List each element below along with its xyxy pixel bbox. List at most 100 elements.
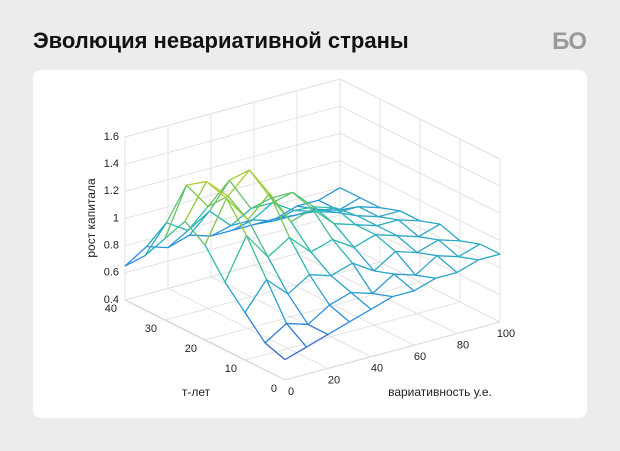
mesh-edge (399, 210, 421, 222)
mesh-edge (313, 206, 336, 209)
mesh-edge (267, 237, 290, 258)
z-tick-label: 0.6 (104, 267, 119, 279)
mesh-edge (244, 312, 266, 344)
mesh-edge (292, 191, 313, 210)
x-tick-label: 0 (288, 386, 294, 398)
floor (124, 299, 501, 381)
mesh-edge (358, 206, 379, 218)
mesh-edge (229, 169, 250, 181)
mesh-edge (189, 210, 210, 236)
y-tick-label: 10 (225, 363, 237, 375)
mesh-edge (373, 270, 395, 275)
mesh-edge (395, 250, 418, 254)
x-tick-label: 100 (497, 328, 515, 340)
y-grid-line (284, 159, 501, 381)
mesh-edge (308, 274, 331, 306)
mesh-edge (209, 210, 232, 227)
mesh-edge (268, 193, 291, 238)
mesh-edge (290, 208, 313, 223)
mesh-edge (290, 221, 312, 253)
mesh-edge (355, 224, 378, 227)
mesh-edge (327, 321, 350, 336)
mesh-edge (359, 197, 381, 209)
x-tick-label: 20 (328, 374, 340, 386)
mesh-edge (273, 214, 296, 222)
mesh-edge (393, 273, 415, 292)
mesh-edge (458, 243, 481, 258)
mesh-edge (249, 169, 270, 194)
mesh-edge (286, 322, 309, 326)
mesh-edge (435, 271, 458, 279)
mesh-edge (458, 256, 479, 261)
mesh-edge (416, 251, 438, 257)
mesh-edge (207, 179, 231, 207)
y-tick-label: 40 (105, 303, 117, 315)
z-tick-label: 1.6 (104, 131, 119, 143)
mesh-edge (349, 308, 372, 323)
mesh-edge (124, 246, 147, 267)
mesh-edge (247, 193, 271, 221)
mesh-edge (438, 239, 461, 242)
mesh-edge (186, 180, 207, 186)
mesh-edge (247, 219, 269, 258)
mesh-edge (224, 235, 248, 283)
mesh-edge (204, 198, 228, 246)
mesh-edge (353, 234, 376, 248)
mesh-edge (355, 224, 376, 236)
mesh-edge (415, 255, 438, 276)
mesh-edge (164, 220, 186, 239)
mesh-edge (479, 243, 501, 255)
mesh-edge (378, 210, 401, 218)
mesh-edge (293, 209, 316, 213)
mesh-edge (329, 291, 352, 306)
mesh-edge (330, 262, 353, 277)
mesh-edge (166, 222, 189, 232)
mesh-edge (356, 215, 378, 227)
mesh-edge (306, 333, 329, 348)
mesh-edge (184, 220, 206, 246)
mesh-edge (376, 219, 399, 227)
mesh-edge (210, 229, 233, 237)
mesh-edge (228, 179, 252, 209)
mesh-edge (275, 205, 298, 220)
mesh-edge (329, 304, 350, 323)
z-grid-line (124, 105, 501, 187)
y-tick-label: 20 (185, 343, 197, 355)
mesh-edge (352, 262, 375, 272)
mesh-edge (392, 290, 415, 298)
mesh-edge (456, 259, 479, 274)
mesh-edge (413, 277, 436, 292)
mesh-edge (167, 234, 190, 249)
mesh-edge (187, 210, 210, 231)
mesh-edge (332, 238, 355, 248)
mesh-edge (356, 215, 379, 218)
mesh-edge (287, 274, 310, 295)
mesh-edge (396, 235, 418, 253)
mesh-edge (333, 223, 356, 226)
mesh-edge (264, 342, 286, 361)
back-wall (124, 78, 501, 322)
z-tick-label: 1.4 (104, 158, 119, 170)
mesh-edge (210, 225, 232, 237)
mesh-edge (379, 207, 401, 212)
mesh-edge (250, 202, 273, 210)
mesh-edge (273, 209, 295, 222)
mesh-edge (438, 239, 459, 258)
mesh-edge (415, 274, 436, 279)
mesh-edge (164, 184, 188, 239)
mesh-edge (265, 279, 288, 324)
mesh-edge (246, 235, 269, 258)
mesh-edge (144, 222, 168, 257)
x-tick-label: 80 (457, 340, 469, 352)
z-tick-label: 1 (113, 212, 119, 224)
mesh-edge (270, 191, 293, 199)
mesh-edge (208, 179, 231, 212)
mesh-edge (332, 239, 353, 264)
mesh-edge (312, 208, 335, 225)
mesh-edge (227, 169, 251, 197)
mesh-edge (339, 187, 361, 199)
mesh-edge (370, 296, 393, 310)
z-axis-label: рост капитала (84, 178, 98, 258)
